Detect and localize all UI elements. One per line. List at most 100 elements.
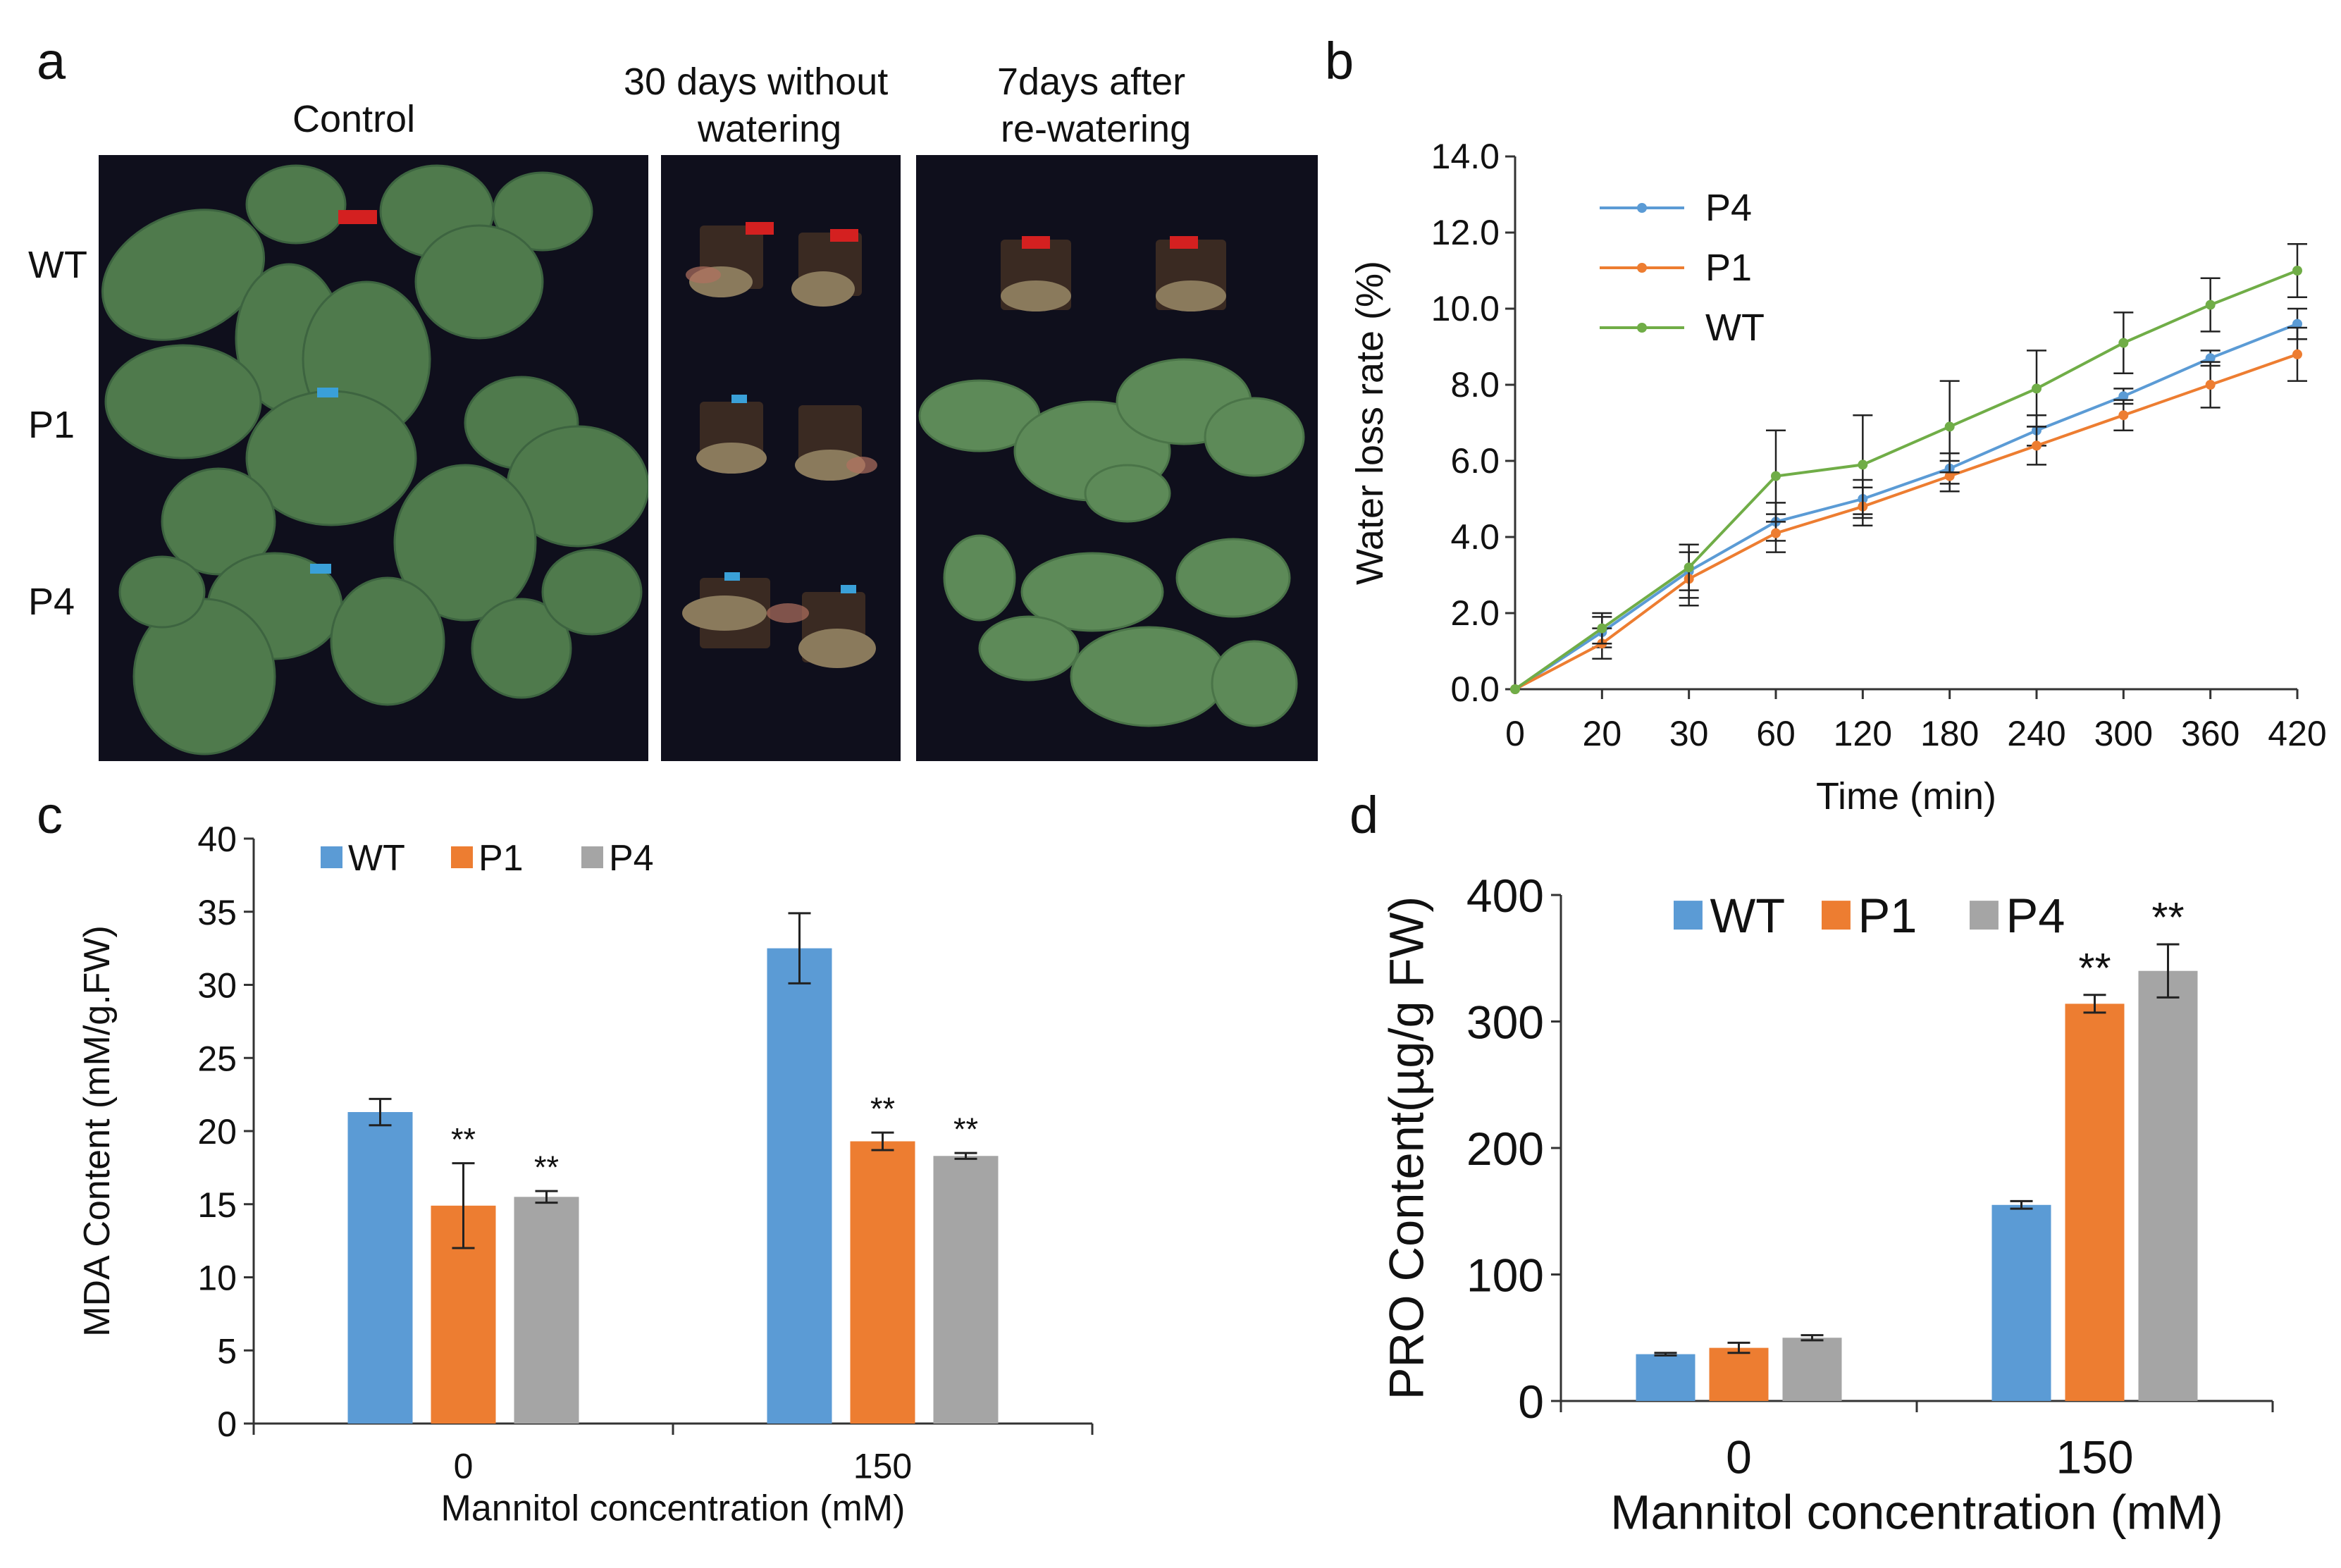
bar-p1 [850, 1141, 915, 1424]
legend-swatch-p4 [581, 846, 603, 868]
significance-mark: ** [870, 1091, 895, 1127]
y-axis-title: Water loss rate (%) [1349, 261, 1391, 585]
x-tick-label: 420 [2268, 714, 2326, 753]
series-line-wt [1514, 269, 2298, 691]
column-label-rewater-line1: 7days after [997, 61, 1186, 103]
data-point-p1 [1771, 528, 1781, 538]
bar-p4 [933, 1156, 999, 1424]
x-axis-title: Time (min) [1816, 775, 1996, 817]
bar-wt [1991, 1204, 2051, 1401]
data-point-p4 [2292, 319, 2302, 329]
data-point-p1 [2205, 380, 2216, 390]
y-tick-label: 300 [1466, 996, 1544, 1048]
pro-bar-chart: 0 100 200 300 400 0 150 ** ** Mannitol concentrat… [1381, 870, 2274, 1540]
y-tick-label: 0 [217, 1405, 237, 1444]
data-point-wt [1510, 684, 1520, 694]
data-point-p1 [1944, 471, 1955, 481]
y-tick-label: 200 [1466, 1123, 1544, 1175]
data-point-p1 [2118, 410, 2129, 421]
data-point-p1 [2032, 440, 2042, 451]
y-tick-label: 6.0 [1450, 441, 1500, 481]
bar-p1 [2065, 1004, 2125, 1401]
legend-label-p4: P4 [609, 838, 654, 879]
data-point-wt [1858, 459, 1868, 470]
x-tick-label: 240 [2007, 714, 2065, 753]
x-tick-label: 0 [1505, 714, 1525, 753]
data-point-wt [1944, 421, 1955, 432]
x-tick-label: 0 [1726, 1431, 1752, 1483]
y-tick-label: 0.0 [1450, 669, 1500, 709]
legend-swatch-wt [1674, 901, 1703, 930]
legend-label-wt: WT [348, 838, 405, 879]
y-tick-label: 14.0 [1431, 137, 1500, 176]
y-axis-title: MDA Content (mM/g.FW) [78, 925, 118, 1337]
bar-wt [1636, 1354, 1695, 1401]
series-line-p4 [1514, 322, 2298, 691]
water-loss-line-chart: 0.0 2.0 4.0 6.0 8.0 10.0 12.0 14.0 0 20 30 60 120 180… [1349, 137, 2327, 817]
x-axis-title: Mannitol concentration (mM) [1610, 1486, 2223, 1540]
legend-marker-wt [1637, 323, 1647, 333]
series-line-p1 [1514, 352, 2298, 691]
y-axis-title: PRO Content(µg/g FW) [1381, 896, 1433, 1400]
y-tick-label: 20 [197, 1112, 237, 1152]
panel-b-letter: b [1325, 32, 1354, 90]
significance-mark: ** [534, 1149, 559, 1185]
y-tick-label: 12.0 [1431, 213, 1500, 252]
data-point-p4 [2118, 391, 2129, 402]
legend-label-p1: P1 [1858, 889, 1917, 943]
y-tick-label: 2.0 [1450, 593, 1500, 633]
y-tick-label: 30 [197, 966, 237, 1006]
bar-wt [767, 948, 832, 1424]
y-tick-label: 400 [1466, 870, 1544, 922]
column-label-control: Control [292, 98, 416, 140]
y-tick-label: 15 [197, 1185, 237, 1225]
legend-marker-p4 [1637, 203, 1647, 213]
legend-marker-p1 [1637, 263, 1647, 273]
legend-label-p1: P1 [1705, 247, 1752, 289]
data-point-p4 [2205, 353, 2216, 364]
significance-mark: ** [953, 1111, 978, 1147]
row-label-p1: P1 [28, 404, 75, 446]
drought-plants-photo [661, 155, 901, 761]
y-tick-label: 5 [217, 1331, 237, 1371]
column-label-drought-line1: 30 days without [624, 61, 889, 103]
rewater-plants-photo [916, 155, 1318, 761]
legend-swatch-p1 [451, 846, 473, 868]
column-label-rewater-line2: re-watering [1001, 108, 1192, 150]
legend-swatch-p4 [1970, 901, 1999, 930]
legend-label-p1: P1 [478, 838, 524, 879]
significance-mark: ** [451, 1122, 476, 1158]
data-point-wt [2205, 300, 2216, 310]
data-point-wt [1684, 562, 1694, 573]
y-tick-label: 8.0 [1450, 365, 1500, 405]
x-tick-label: 0 [454, 1447, 474, 1486]
legend-label-p4: P4 [2006, 889, 2065, 943]
x-tick-label: 150 [2056, 1431, 2133, 1483]
mda-bar-chart: 0 5 10 15 20 25 30 35 40 0 ** ** 150 ** ** Mannitol con… [78, 820, 1094, 1529]
y-tick-label: 40 [197, 820, 237, 859]
data-point-wt [1771, 471, 1781, 481]
y-tick-label: 4.0 [1450, 517, 1500, 557]
bar-p1 [1709, 1347, 1769, 1401]
x-tick-label: 150 [853, 1447, 912, 1486]
legend-swatch-p1 [1822, 901, 1851, 930]
legend-swatch-wt [321, 846, 342, 868]
panel-a-letter: a [37, 32, 66, 90]
y-tick-label: 0 [1518, 1376, 1544, 1428]
x-tick-label: 180 [1920, 714, 1979, 753]
column-label-drought-line2: watering [698, 108, 842, 150]
x-tick-label: 30 [1669, 714, 1709, 753]
data-point-wt [1597, 623, 1607, 634]
row-label-p4: P4 [28, 581, 75, 623]
significance-mark: ** [2078, 944, 2111, 992]
bar-p4 [1782, 1338, 1842, 1401]
y-tick-label: 35 [197, 893, 237, 932]
legend-label-wt: WT [1710, 889, 1785, 943]
x-axis-title: Mannitol concentration (mM) [441, 1488, 906, 1529]
control-plants-photo [99, 155, 648, 761]
panel-d-letter: d [1349, 786, 1379, 844]
x-tick-label: 60 [1756, 714, 1796, 753]
y-tick-label: 10.0 [1431, 289, 1500, 328]
bar-p4 [2138, 970, 2198, 1401]
bar-wt [347, 1112, 413, 1424]
